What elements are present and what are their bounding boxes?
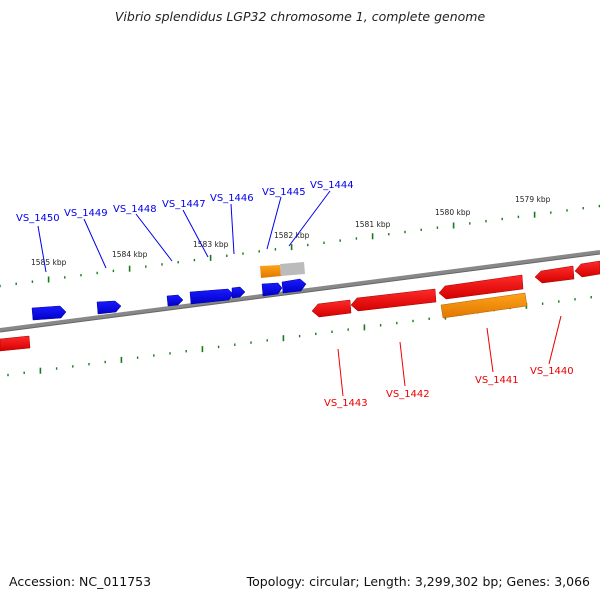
genome-backbone-shadow bbox=[0, 253, 600, 333]
gene-partial-right[interactable] bbox=[574, 260, 600, 278]
gene-VS_1442[interactable] bbox=[350, 288, 437, 312]
forward-genes bbox=[31, 262, 307, 321]
kbp-label-1583: 1583 kbp bbox=[193, 240, 229, 249]
gene-label-VS_1440[interactable]: VS_1440 bbox=[530, 366, 574, 377]
gene-label-VS_1442[interactable]: VS_1442 bbox=[386, 389, 430, 400]
gene-VS_1444[interactable] bbox=[281, 278, 307, 294]
forward-gene-labels: VS_1450 VS_1449 VS_1448 VS_1447 VS_1446 … bbox=[16, 180, 354, 224]
gene-VS_1441[interactable] bbox=[438, 274, 524, 300]
genome-backbone bbox=[0, 250, 600, 332]
gene-VS_1443[interactable] bbox=[311, 299, 352, 318]
gene-VS_1440[interactable] bbox=[534, 265, 575, 284]
kbp-label-1579: 1579 kbp bbox=[515, 195, 551, 204]
forward-leader-lines bbox=[37, 190, 331, 273]
gene-VS_1448[interactable] bbox=[166, 294, 184, 307]
gene-label-VS_1443[interactable]: VS_1443 bbox=[324, 398, 368, 409]
gene-label-VS_1447[interactable]: VS_1447 bbox=[162, 199, 206, 210]
kbp-label-1581: 1581 kbp bbox=[355, 220, 391, 229]
gene-VS_1446[interactable] bbox=[231, 286, 246, 299]
kbp-label-1584: 1584 kbp bbox=[112, 250, 148, 259]
kbp-label-1585: 1585 kbp bbox=[31, 258, 67, 267]
pseudo-gene-forward-highlight bbox=[280, 262, 305, 276]
gene-label-VS_1441[interactable]: VS_1441 bbox=[475, 375, 519, 386]
gene-label-VS_1450[interactable]: VS_1450 bbox=[16, 213, 60, 224]
gene-label-VS_1446[interactable]: VS_1446 bbox=[210, 193, 254, 204]
reverse-genes bbox=[0, 260, 600, 352]
genome-summary-text: Topology: circular; Length: 3,299,302 bp… bbox=[246, 574, 590, 589]
reverse-gene-labels: VS_1443 VS_1442 VS_1441 VS_1440 bbox=[324, 366, 574, 409]
pseudo-gene-reverse[interactable] bbox=[440, 292, 528, 319]
pseudo-gene-forward[interactable] bbox=[260, 265, 281, 278]
gene-VS_1447[interactable] bbox=[189, 288, 234, 305]
gene-partial-left[interactable] bbox=[0, 335, 31, 352]
gene-label-VS_1448[interactable]: VS_1448 bbox=[113, 204, 157, 215]
kbp-label-1582: 1582 kbp bbox=[274, 231, 310, 240]
gene-VS_1449[interactable] bbox=[96, 300, 122, 315]
outer-scale-ticks bbox=[0, 204, 600, 288]
gene-label-VS_1449[interactable]: VS_1449 bbox=[64, 208, 108, 219]
reverse-leader-lines bbox=[337, 315, 562, 397]
gene-label-VS_1445[interactable]: VS_1445 bbox=[262, 187, 306, 198]
gene-label-VS_1444[interactable]: VS_1444 bbox=[310, 180, 354, 191]
accession-text: Accession: NC_011753 bbox=[9, 574, 152, 589]
map-title: Vibrio splendidus LGP32 chromosome 1, co… bbox=[114, 9, 486, 24]
gene-VS_1445[interactable] bbox=[261, 282, 283, 297]
kbp-label-1580: 1580 kbp bbox=[435, 208, 471, 217]
gene-VS_1450[interactable] bbox=[31, 305, 67, 321]
